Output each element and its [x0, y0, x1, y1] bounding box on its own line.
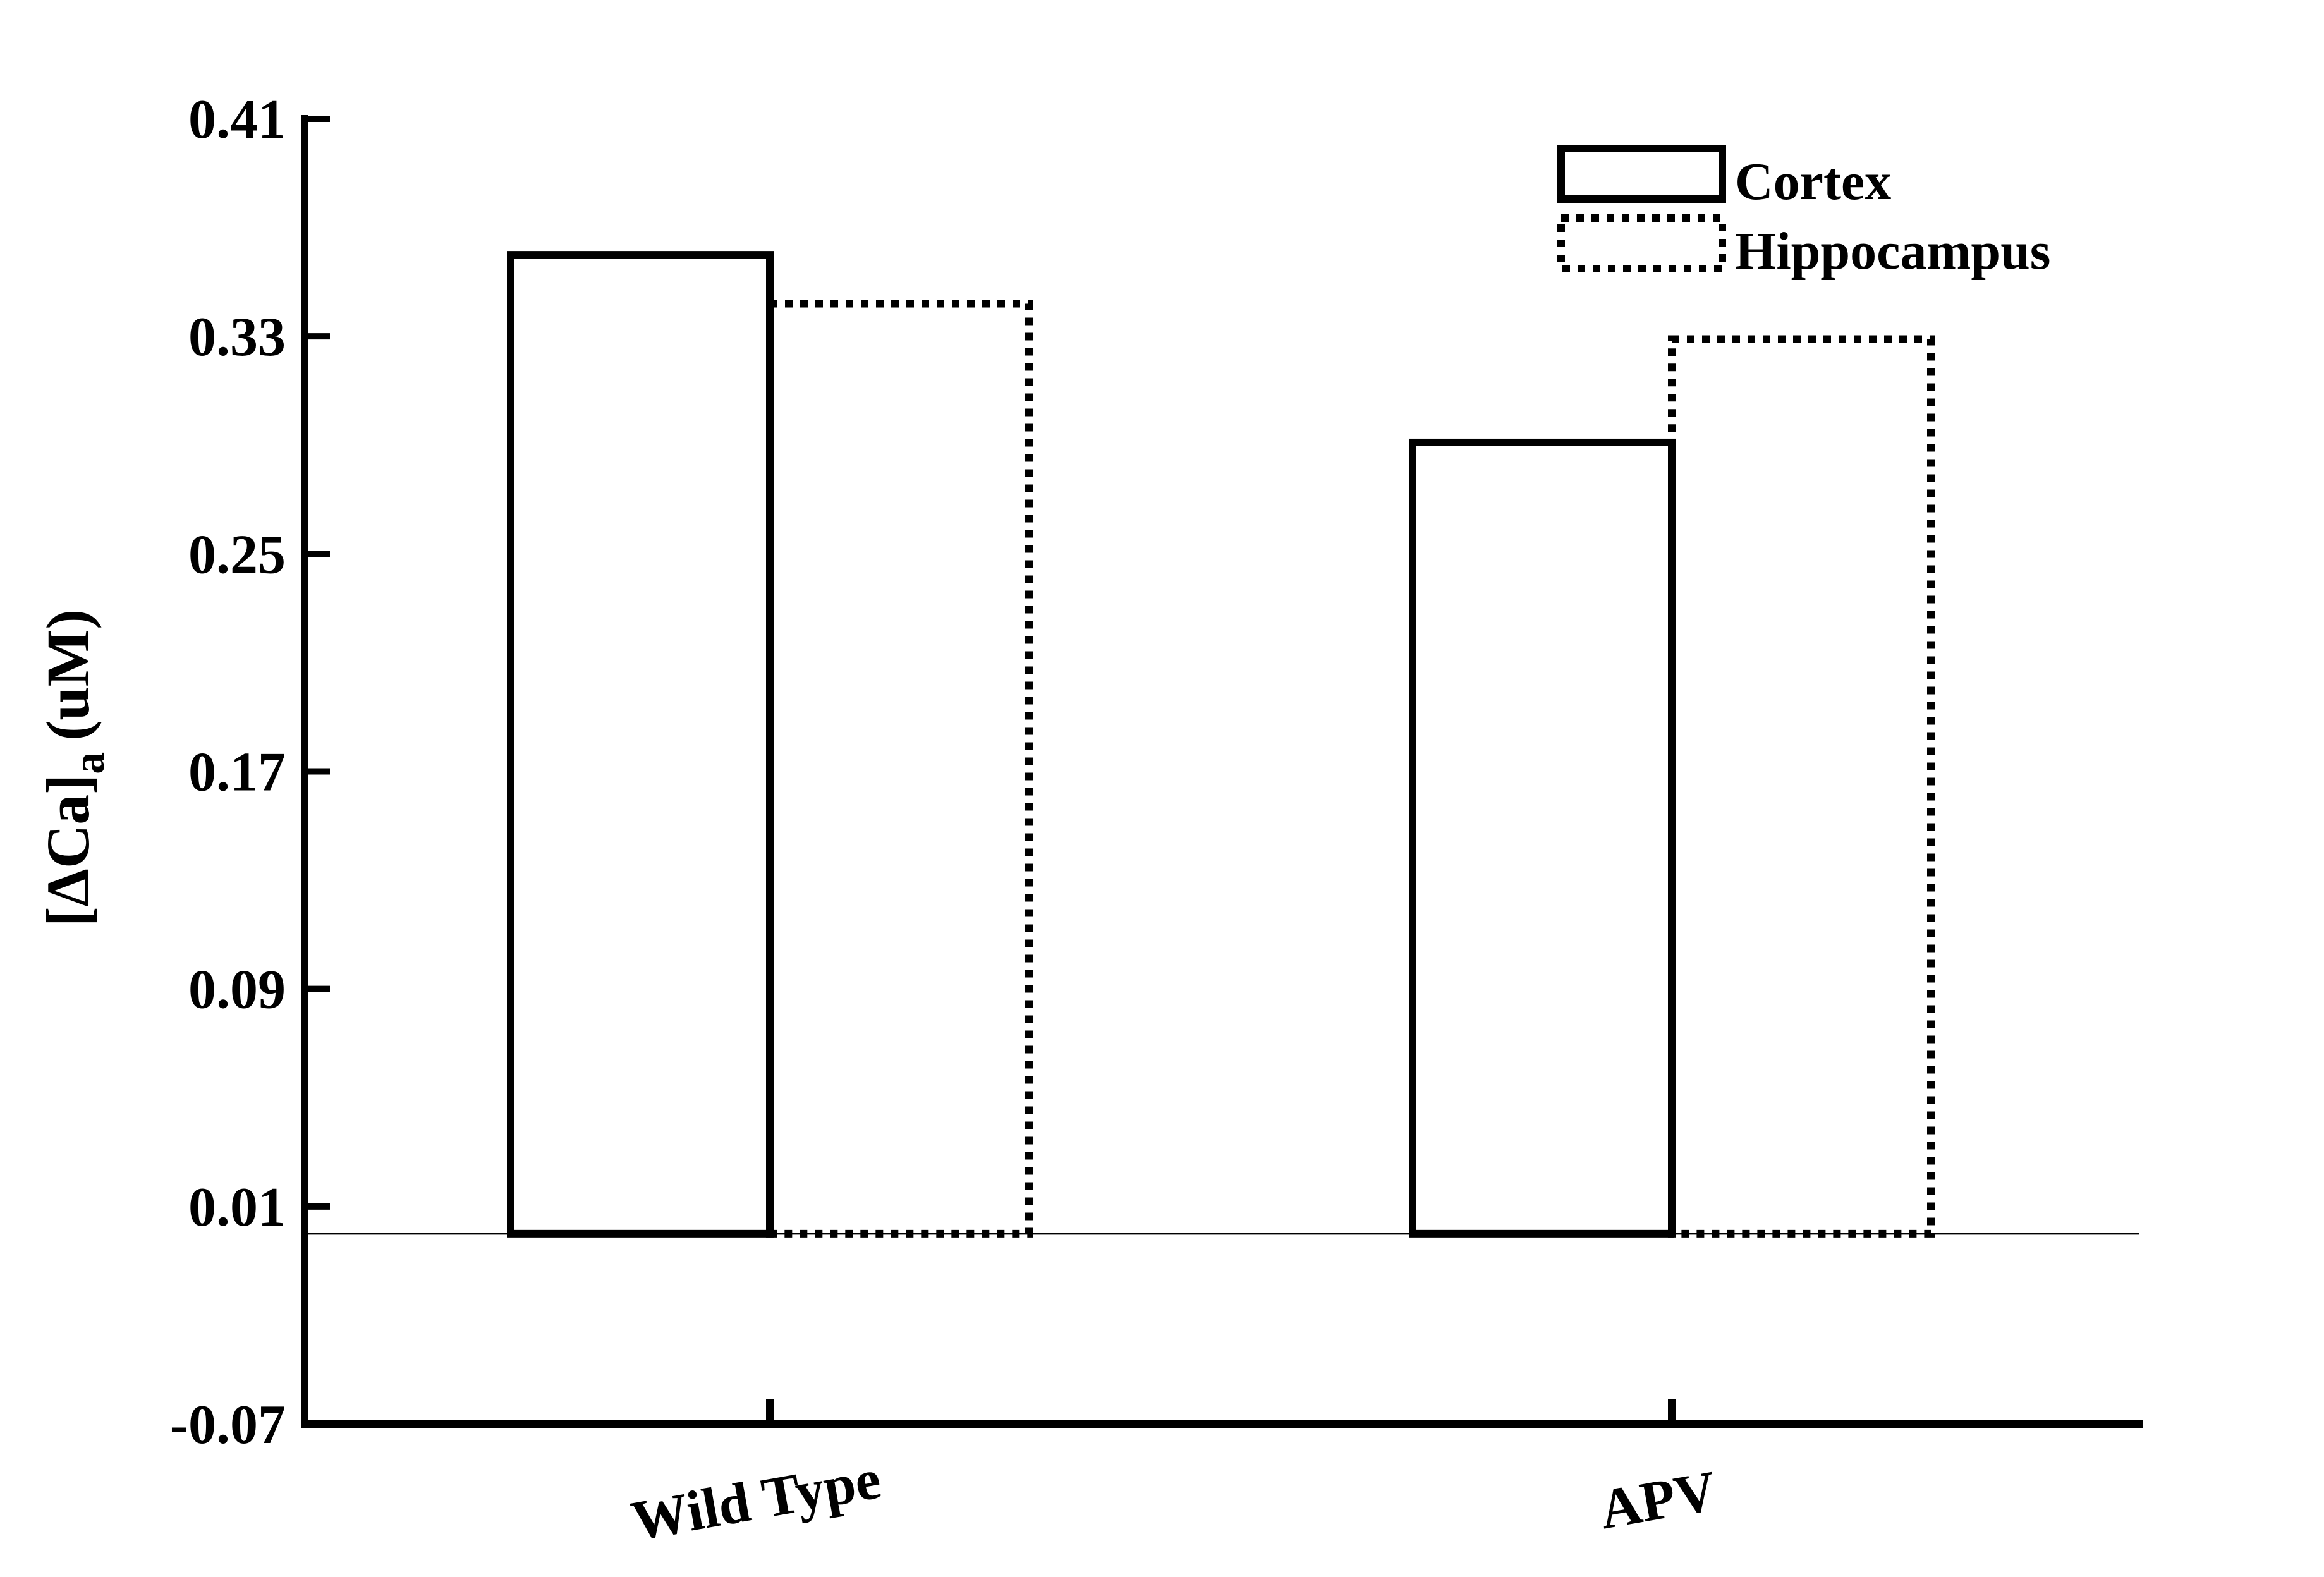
axes [301, 115, 2143, 1428]
y-tick-label: 0.01 [188, 1177, 286, 1238]
y-tick-label: 0.17 [188, 742, 286, 803]
y-tick-label: 0.25 [188, 524, 286, 585]
bars [507, 251, 1935, 1238]
y-axis-label-unit: (uM) [34, 609, 102, 741]
x-tick-label: Wild Type [627, 1447, 885, 1553]
bar-cortex-wild-type [507, 251, 774, 1238]
legend-swatch-cortex [1557, 145, 1726, 203]
legend-label-cortex: Cortex [1735, 152, 1891, 211]
y-axis-ticks: -0.07 0.01 0.09 0.17 0.25 0.33 0.41 [170, 89, 330, 1456]
bar-cortex-apv [1409, 438, 1676, 1238]
y-tick-label: -0.07 [170, 1394, 286, 1456]
legend: Cortex Hippocampus [1557, 145, 2051, 281]
legend-label-hippocampus: Hippocampus [1735, 222, 2051, 281]
y-axis-label-subscript: a [65, 752, 114, 774]
x-tick-label: APV [1595, 1459, 1721, 1542]
legend-swatch-hippocampus [1557, 214, 1726, 272]
y-tick-label: 0.09 [188, 959, 286, 1021]
y-axis-label-main: [ΔCa] [34, 774, 102, 927]
y-tick-label: 0.33 [188, 307, 286, 368]
y-axis-label: [ΔCa]a (uM) [34, 609, 114, 927]
bar-hippocampus-wild-type [766, 300, 1033, 1238]
bar-hippocampus-apv [1668, 335, 1935, 1238]
y-tick-label: 0.41 [188, 89, 286, 150]
